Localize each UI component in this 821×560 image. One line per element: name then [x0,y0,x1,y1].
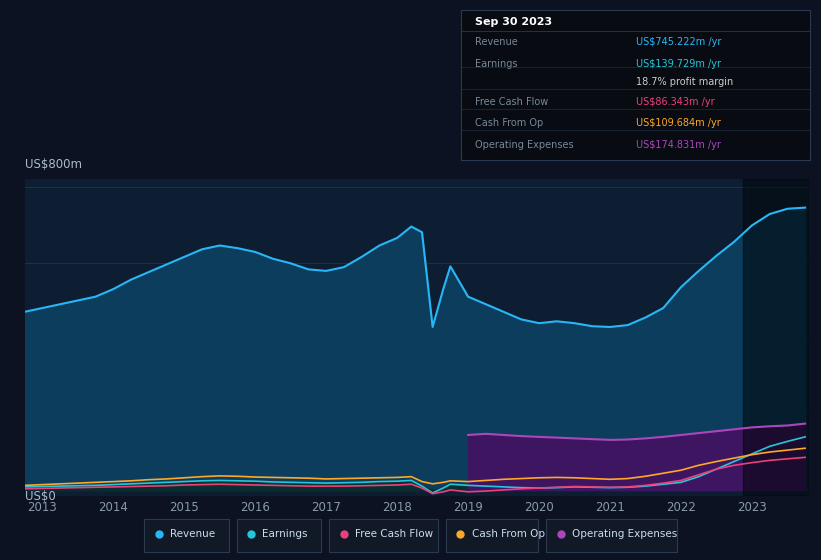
Text: Free Cash Flow: Free Cash Flow [355,529,433,539]
FancyBboxPatch shape [236,519,321,552]
Text: US$109.684m /yr: US$109.684m /yr [636,118,721,128]
Text: US$800m: US$800m [25,158,81,171]
Text: Operating Expenses: Operating Expenses [475,140,574,150]
FancyBboxPatch shape [144,519,229,552]
Text: Operating Expenses: Operating Expenses [572,529,677,539]
Text: Cash From Op: Cash From Op [475,118,544,128]
Text: 18.7% profit margin: 18.7% profit margin [636,77,733,87]
FancyBboxPatch shape [547,519,677,552]
Bar [743,179,809,496]
Text: Earnings: Earnings [475,59,518,69]
Text: Revenue: Revenue [475,36,518,46]
Text: US$139.729m /yr: US$139.729m /yr [636,59,721,69]
Text: US$86.343m /yr: US$86.343m /yr [636,96,714,106]
Text: Earnings: Earnings [263,529,308,539]
Text: US$174.831m /yr: US$174.831m /yr [636,140,721,150]
Text: US$0: US$0 [25,490,55,503]
Text: Cash From Op: Cash From Op [471,529,544,539]
FancyBboxPatch shape [329,519,438,552]
FancyBboxPatch shape [446,519,539,552]
Text: Sep 30 2023: Sep 30 2023 [475,17,553,27]
Text: Free Cash Flow: Free Cash Flow [475,96,548,106]
Text: US$745.222m /yr: US$745.222m /yr [636,36,721,46]
Text: Revenue: Revenue [170,529,215,539]
